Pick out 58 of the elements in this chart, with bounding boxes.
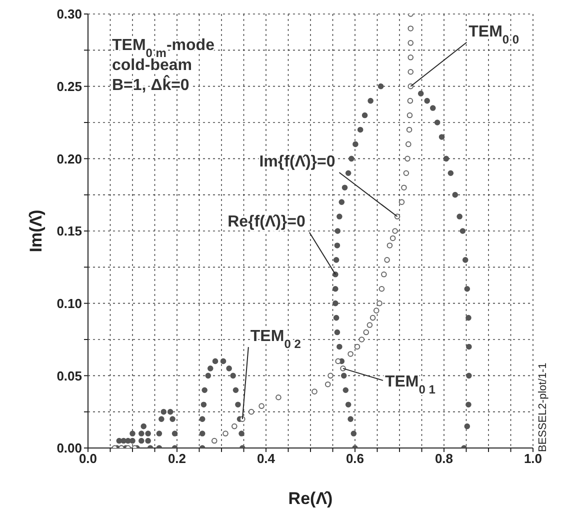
y-tick-label: 0.20 [56,151,82,166]
point [386,242,393,248]
point [312,388,318,394]
point [258,403,264,409]
point [348,351,354,357]
x-tick-label: 0.8 [434,451,454,466]
annotation: Re{f(Λ̂)}=0 [228,213,306,230]
x-tick-label: 0.6 [346,451,364,466]
point [407,98,414,104]
y-tick-label: 0.15 [56,224,82,239]
point [222,430,228,436]
point [392,228,398,234]
point [211,438,218,444]
x-tick-label: 0.2 [168,451,186,466]
point [406,141,412,148]
point [328,372,334,379]
point [276,394,282,400]
point [248,408,254,415]
point [406,126,412,133]
annotation: TEM$_{0 1}$ [384,373,436,396]
x-axis-title: Re(Λ̂) [288,489,333,508]
x-tick-label: 1.0 [524,451,542,466]
point [384,257,390,263]
point [404,156,410,162]
point [232,423,238,430]
point [366,322,373,328]
text: BESSEL2-plot/1-1 [537,362,549,452]
point [408,26,414,32]
point [390,235,396,242]
y-tick-label: 0.25 [56,78,82,94]
point [354,344,360,350]
point [381,272,387,278]
point [335,358,341,364]
y-tick-label: 0.30 [56,6,82,22]
point [376,300,382,306]
point [363,329,370,336]
point [403,170,410,176]
annotation: Im{f(Λ̂)}=0 [259,154,336,171]
point [373,308,380,314]
point [406,112,413,118]
x-tick-label: 0.4 [256,451,276,466]
point [370,314,376,321]
annotation: cold-beam [112,57,192,74]
point [408,40,414,46]
point [401,184,407,190]
y-tick-label: 0.05 [56,368,82,384]
y-tick-label: 0.10 [56,296,82,311]
annotation: B=1, Δk̂=0 [112,75,190,94]
annotation: TEM$_{0 2}$ [250,328,302,352]
x-tick-label: 0.0 [78,451,98,466]
point [408,68,414,75]
point [378,286,385,292]
point [408,54,414,60]
point [358,336,365,342]
y-axis-title: Im(Λ̂) [26,210,46,252]
annotation: TEM$_{0 0}$ [468,23,520,46]
point [324,381,331,388]
point [398,199,405,205]
